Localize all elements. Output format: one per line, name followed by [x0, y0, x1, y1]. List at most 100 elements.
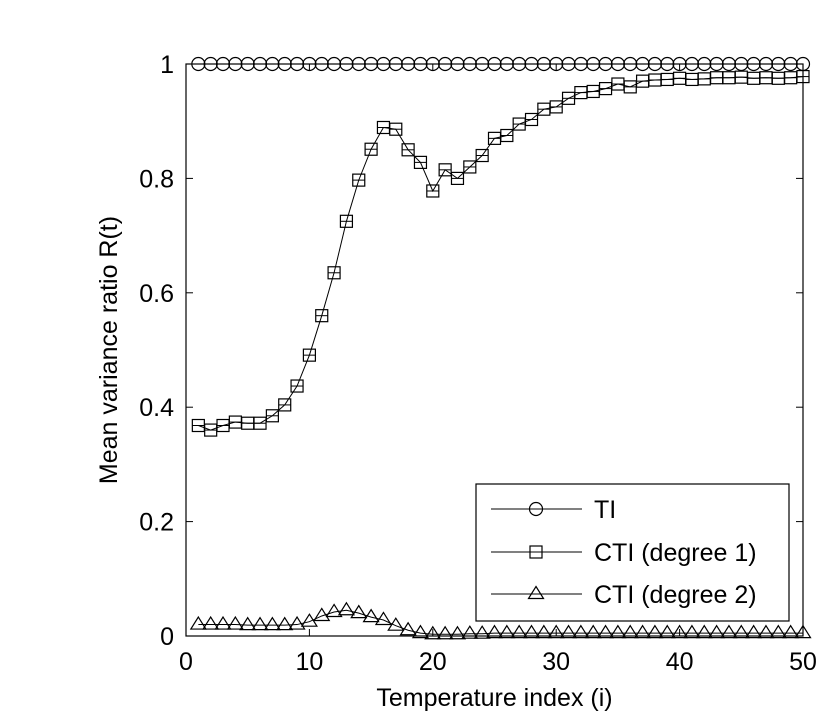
data-point [720, 624, 738, 639]
legend-label: CTI (degree 1) [594, 539, 757, 567]
data-point [646, 624, 664, 639]
data-point [253, 416, 267, 430]
data-point [289, 56, 305, 72]
data-point [475, 148, 489, 163]
data-point [350, 604, 368, 619]
data-point [302, 348, 316, 362]
legend-label: CTI (degree 2) [594, 581, 757, 609]
legend-entry: CTI (degree 2) [491, 581, 757, 609]
data-point [189, 615, 207, 630]
data-point [559, 624, 578, 639]
data-point [376, 56, 391, 72]
data-point [448, 625, 467, 640]
data-point [782, 624, 800, 639]
data-point [783, 56, 798, 72]
data-point [522, 624, 541, 639]
data-point [288, 615, 306, 630]
data-point [351, 56, 366, 72]
data-point [314, 56, 329, 72]
data-point [586, 56, 601, 72]
y-axis-label: Mean variance ratio R(t) [95, 216, 123, 484]
data-point [278, 398, 292, 412]
data-point [695, 624, 713, 639]
data-point [485, 624, 504, 639]
data-point [263, 616, 281, 631]
data-point [325, 603, 343, 618]
data-point [411, 624, 430, 639]
data-point [584, 624, 602, 639]
legend: TI CTI (degree 1) CTI (degree 2) [475, 483, 790, 622]
data-point [252, 56, 268, 72]
data-point [647, 56, 663, 72]
data-point [399, 621, 417, 636]
data-point [302, 56, 317, 72]
data-point [769, 624, 787, 639]
data-point [473, 625, 491, 639]
data-point [549, 100, 563, 114]
data-point [572, 624, 590, 639]
data-point [561, 56, 576, 72]
data-point [671, 624, 689, 639]
data-point [426, 184, 440, 198]
data-point [794, 624, 812, 639]
data-point [609, 624, 627, 639]
y-tick-label: 1 [160, 51, 174, 79]
data-point [708, 624, 726, 639]
data-point [265, 409, 279, 423]
data-point [475, 56, 490, 72]
legend-marker [529, 545, 543, 559]
data-point [697, 56, 712, 72]
data-point [387, 617, 405, 631]
data-point [438, 163, 452, 177]
legend-entries: TI CTI (degree 1) CTI (degree 2) [491, 496, 757, 609]
x-tick-label: 20 [419, 648, 447, 676]
data-point [327, 266, 341, 280]
data-point [771, 56, 786, 72]
data-point [500, 128, 514, 143]
data-point [549, 56, 564, 72]
data-point [573, 56, 588, 72]
data-point [388, 56, 403, 72]
data-point [265, 56, 280, 72]
data-point [547, 624, 565, 639]
y-tick-label: 0.4 [139, 394, 174, 422]
data-point [228, 56, 243, 72]
data-point [413, 56, 428, 72]
data-point [721, 56, 737, 72]
data-point [463, 160, 477, 174]
data-point [487, 56, 502, 72]
data-point [524, 112, 539, 127]
series-3 [189, 601, 812, 640]
data-point [362, 608, 380, 623]
data-point [290, 379, 304, 393]
data-point [277, 56, 292, 72]
data-point [734, 56, 749, 72]
data-point [623, 56, 638, 72]
data-point [596, 624, 615, 639]
data-point [660, 56, 675, 72]
data-point [226, 615, 244, 630]
data-point [315, 309, 329, 323]
data-point [251, 616, 269, 631]
data-point [732, 624, 750, 639]
data-point [276, 616, 294, 631]
y-tick-label: 0.8 [139, 165, 174, 193]
data-point [339, 214, 354, 228]
data-point [364, 142, 378, 156]
data-point [512, 56, 527, 72]
data-point [337, 601, 356, 616]
data-point [709, 56, 724, 72]
data-point [796, 69, 810, 84]
series-line [198, 609, 803, 635]
legend-label: TI [594, 496, 616, 524]
data-point [424, 625, 442, 640]
data-point [635, 56, 650, 72]
y-tick-label: 0 [160, 623, 174, 651]
x-tick-label: 0 [179, 648, 193, 676]
data-point [746, 56, 761, 72]
x-tick-label: 10 [295, 648, 323, 676]
data-point [598, 56, 613, 72]
data-point [621, 624, 639, 639]
data-point [438, 56, 453, 72]
